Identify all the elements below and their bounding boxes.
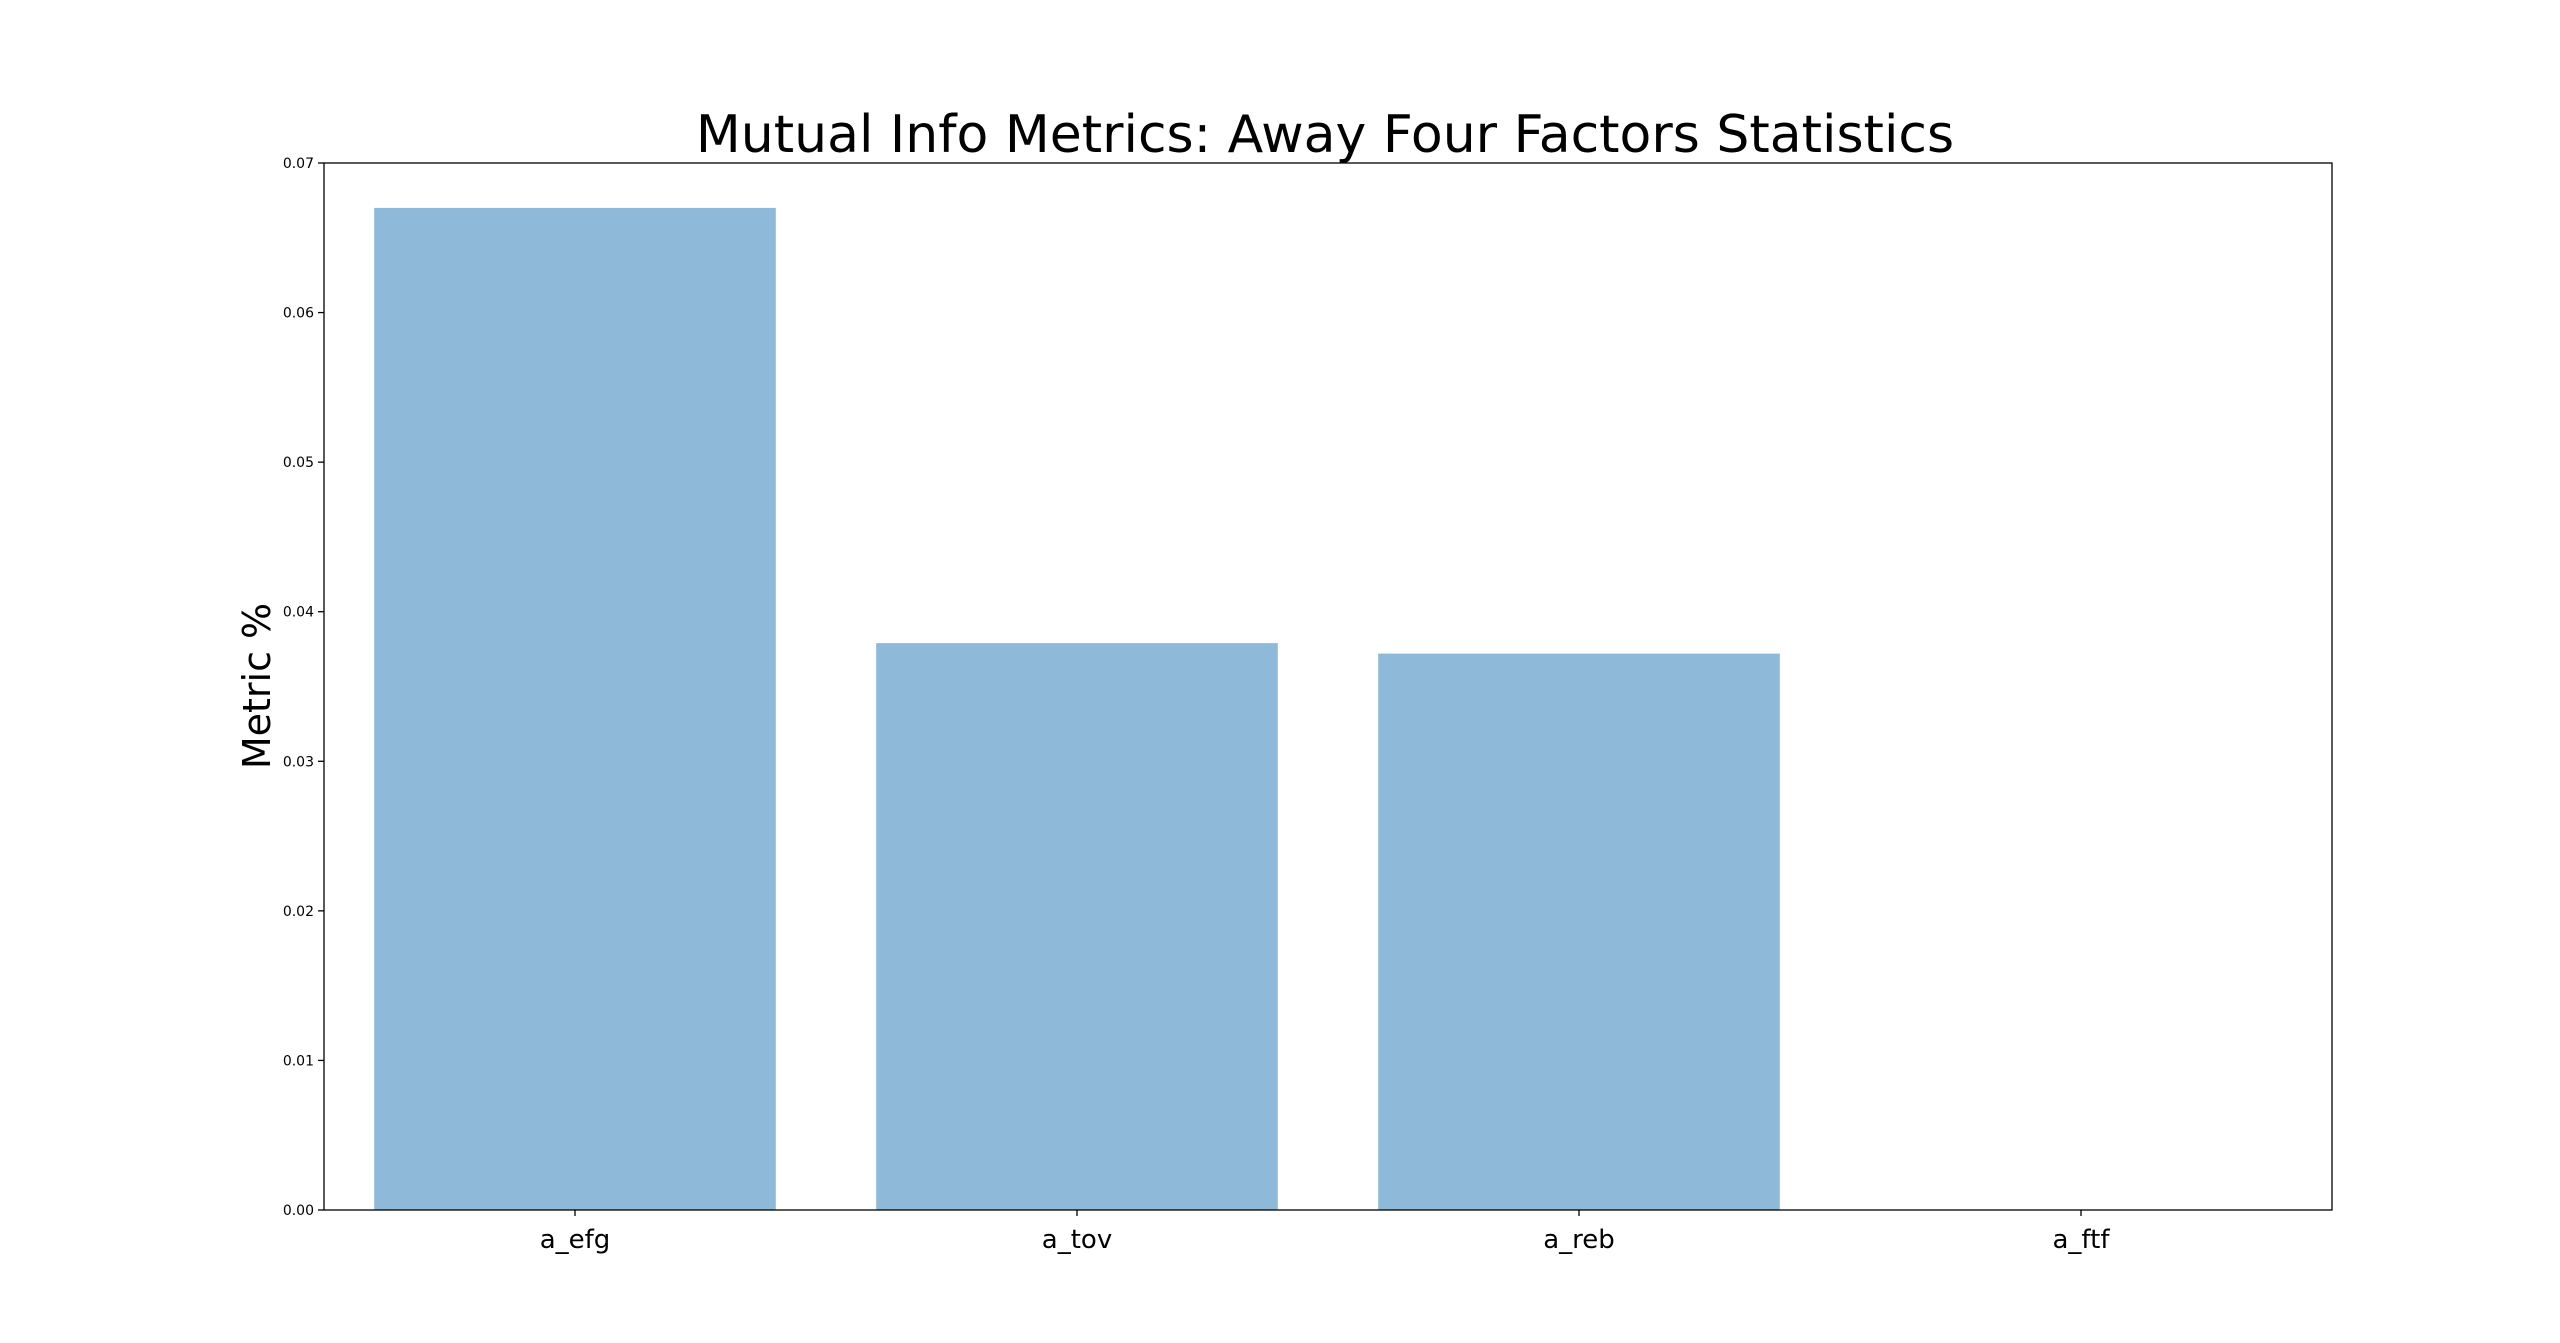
y-tick-label: 0.01 (283, 1053, 314, 1069)
x-axis-ticks: a_efg a_tov a_reb a_ftf (540, 1210, 2111, 1255)
bar-a_tov (876, 643, 1278, 1210)
chart-title: Mutual Info Metrics: Away Four Factors S… (696, 105, 1954, 165)
bar-a_efg (374, 207, 776, 1210)
x-tick-label: a_efg (540, 1225, 611, 1255)
y-tick-label: 0.00 (283, 1203, 314, 1219)
x-tick-label: a_ftf (2053, 1225, 2111, 1255)
y-tick-label: 0.03 (283, 754, 314, 770)
x-tick-label: a_reb (1543, 1225, 1615, 1255)
axes-frame (323, 162, 2333, 1211)
y-axis-ticks: 0.00 0.01 0.02 0.03 0.04 0.05 0.06 0.07 (283, 156, 324, 1219)
x-tick-label: a_tov (1042, 1225, 1112, 1255)
y-tick-label: 0.02 (283, 904, 314, 920)
bar-a_reb (1378, 653, 1780, 1210)
y-tick-label: 0.05 (283, 455, 314, 471)
y-tick-label: 0.04 (283, 605, 314, 621)
bars-group (374, 207, 1780, 1210)
y-axis-label: Metric % (235, 603, 279, 769)
y-tick-label: 0.06 (283, 306, 314, 322)
y-tick-label: 0.07 (283, 156, 314, 172)
